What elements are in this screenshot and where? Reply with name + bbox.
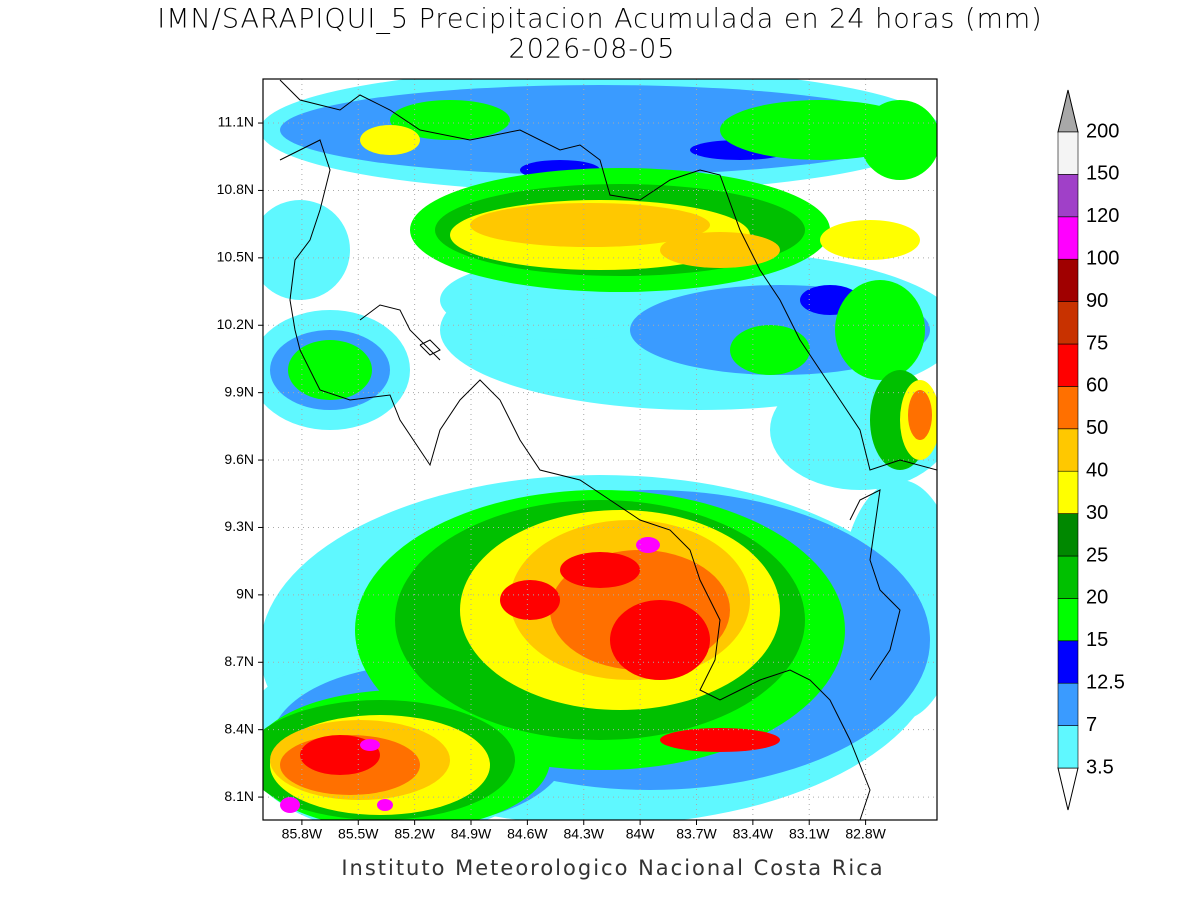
colorbar-label: 20 [1086, 587, 1108, 609]
lon-tick-label: 85.5W [338, 826, 379, 842]
colorbar-label: 120 [1086, 205, 1119, 227]
colorbar-segment [1057, 174, 1079, 218]
colorbar-label: 200 [1086, 120, 1119, 142]
colorbar-label: 25 [1086, 544, 1108, 566]
precip-area [610, 600, 710, 680]
colorbar-segment [1057, 343, 1079, 387]
colorbar-label: 15 [1086, 629, 1108, 651]
colorbar-segment [1057, 640, 1079, 684]
precip-area [360, 739, 380, 751]
colorbar-segment [1057, 258, 1079, 302]
colorbar-label: 3.5 [1086, 756, 1114, 778]
precip-area [560, 552, 640, 588]
precip-field [263, 79, 937, 820]
precip-area [636, 537, 660, 553]
precip-area [730, 325, 810, 375]
lat-tick-label: 9N [236, 586, 254, 602]
colorbar-label: 75 [1086, 332, 1108, 354]
precip-area [263, 200, 350, 300]
coastline [419, 339, 441, 356]
lat-tick-label: 8.7N [224, 653, 254, 669]
precip-area [720, 100, 920, 160]
colorbar-segment [1057, 216, 1079, 260]
colorbar-segment [1057, 131, 1079, 175]
colorbar-segment [1057, 682, 1079, 726]
lat-tick-label: 11.1N [218, 114, 254, 130]
colorbar-label: 90 [1086, 290, 1108, 312]
borders [279, 79, 937, 820]
colorbar-under [1057, 767, 1079, 811]
lat-tick-label: 9.9N [224, 383, 254, 399]
lon-tick-label: 84.6W [507, 826, 548, 842]
colorbar-segment [1057, 555, 1079, 599]
colorbar-segment [1057, 725, 1079, 769]
colorbar-label: 12.5 [1086, 671, 1125, 693]
colorbar-segment [1057, 428, 1079, 472]
precip-area [820, 220, 920, 260]
precip-area [835, 280, 925, 380]
map-date: 2026-08-05 [509, 34, 676, 65]
coastline [279, 139, 871, 820]
lon-tick-label: 83.4W [733, 826, 774, 842]
lat-tick-label: 9.6N [224, 451, 254, 467]
colorbar-segment [1057, 513, 1079, 557]
colorbar-label: 50 [1086, 417, 1108, 439]
lat-tick-label: 8.4N [224, 720, 254, 736]
precip-area [908, 390, 932, 440]
lat-tick-label: 8.1N [224, 788, 254, 804]
colorbar-segment [1057, 386, 1079, 430]
precip-area [500, 580, 560, 620]
precip-area [360, 125, 420, 155]
precip-area [470, 203, 710, 247]
colorbar-label: 40 [1086, 459, 1108, 481]
precip-area [377, 799, 393, 811]
colorbar-segment [1057, 301, 1079, 345]
map-frame [262, 78, 938, 821]
lon-tick-label: 84.3W [564, 826, 605, 842]
footer: Instituto Meteorologico Nacional Costa R… [341, 856, 884, 880]
precip-area [280, 797, 300, 813]
lat-tick-label: 9.3N [224, 518, 254, 534]
grid [263, 79, 937, 820]
colorbar-label: 30 [1086, 502, 1108, 524]
lon-tick-label: 85.2W [394, 826, 435, 842]
lat-tick-label: 10.5N [217, 249, 254, 265]
precip-area [660, 728, 780, 752]
precip-area [288, 340, 372, 400]
colorbar-segment [1057, 470, 1079, 514]
lat-tick-label: 10.2N [217, 316, 254, 332]
colorbar: 3.5 7 12.5 15 20 25 30 40 50 60 75 90 100 120 150 200 [1057, 89, 1125, 811]
colorbar-label: 100 [1086, 247, 1119, 269]
colorbar-over [1057, 89, 1079, 133]
border [359, 304, 441, 361]
axes: 11.1N 10.8N 10.5N 10.2N 9.9N 9.6N 9.3N 9N 8.7N 8.… [217, 114, 887, 842]
lon-tick-label: 83.7W [676, 826, 717, 842]
lon-tick-label: 82.8W [845, 826, 886, 842]
lon-tick-label: 85.8W [282, 826, 323, 842]
colorbar-segment [1057, 598, 1079, 642]
colorbar-label: 60 [1086, 375, 1108, 397]
lon-tick-label: 84.9W [451, 826, 492, 842]
colorbar-label: 150 [1086, 163, 1119, 185]
colorbar-label: 7 [1086, 714, 1097, 736]
map-title: IMN/SARAPIQUI_5 Precipitacion Acumulada … [157, 4, 1042, 35]
lon-tick-label: 84W [626, 826, 656, 842]
precip-area [660, 232, 780, 268]
lat-tick-label: 10.8N [217, 181, 254, 197]
coastline [279, 79, 937, 471]
lon-tick-label: 83.1W [789, 826, 830, 842]
coastline [849, 489, 901, 681]
